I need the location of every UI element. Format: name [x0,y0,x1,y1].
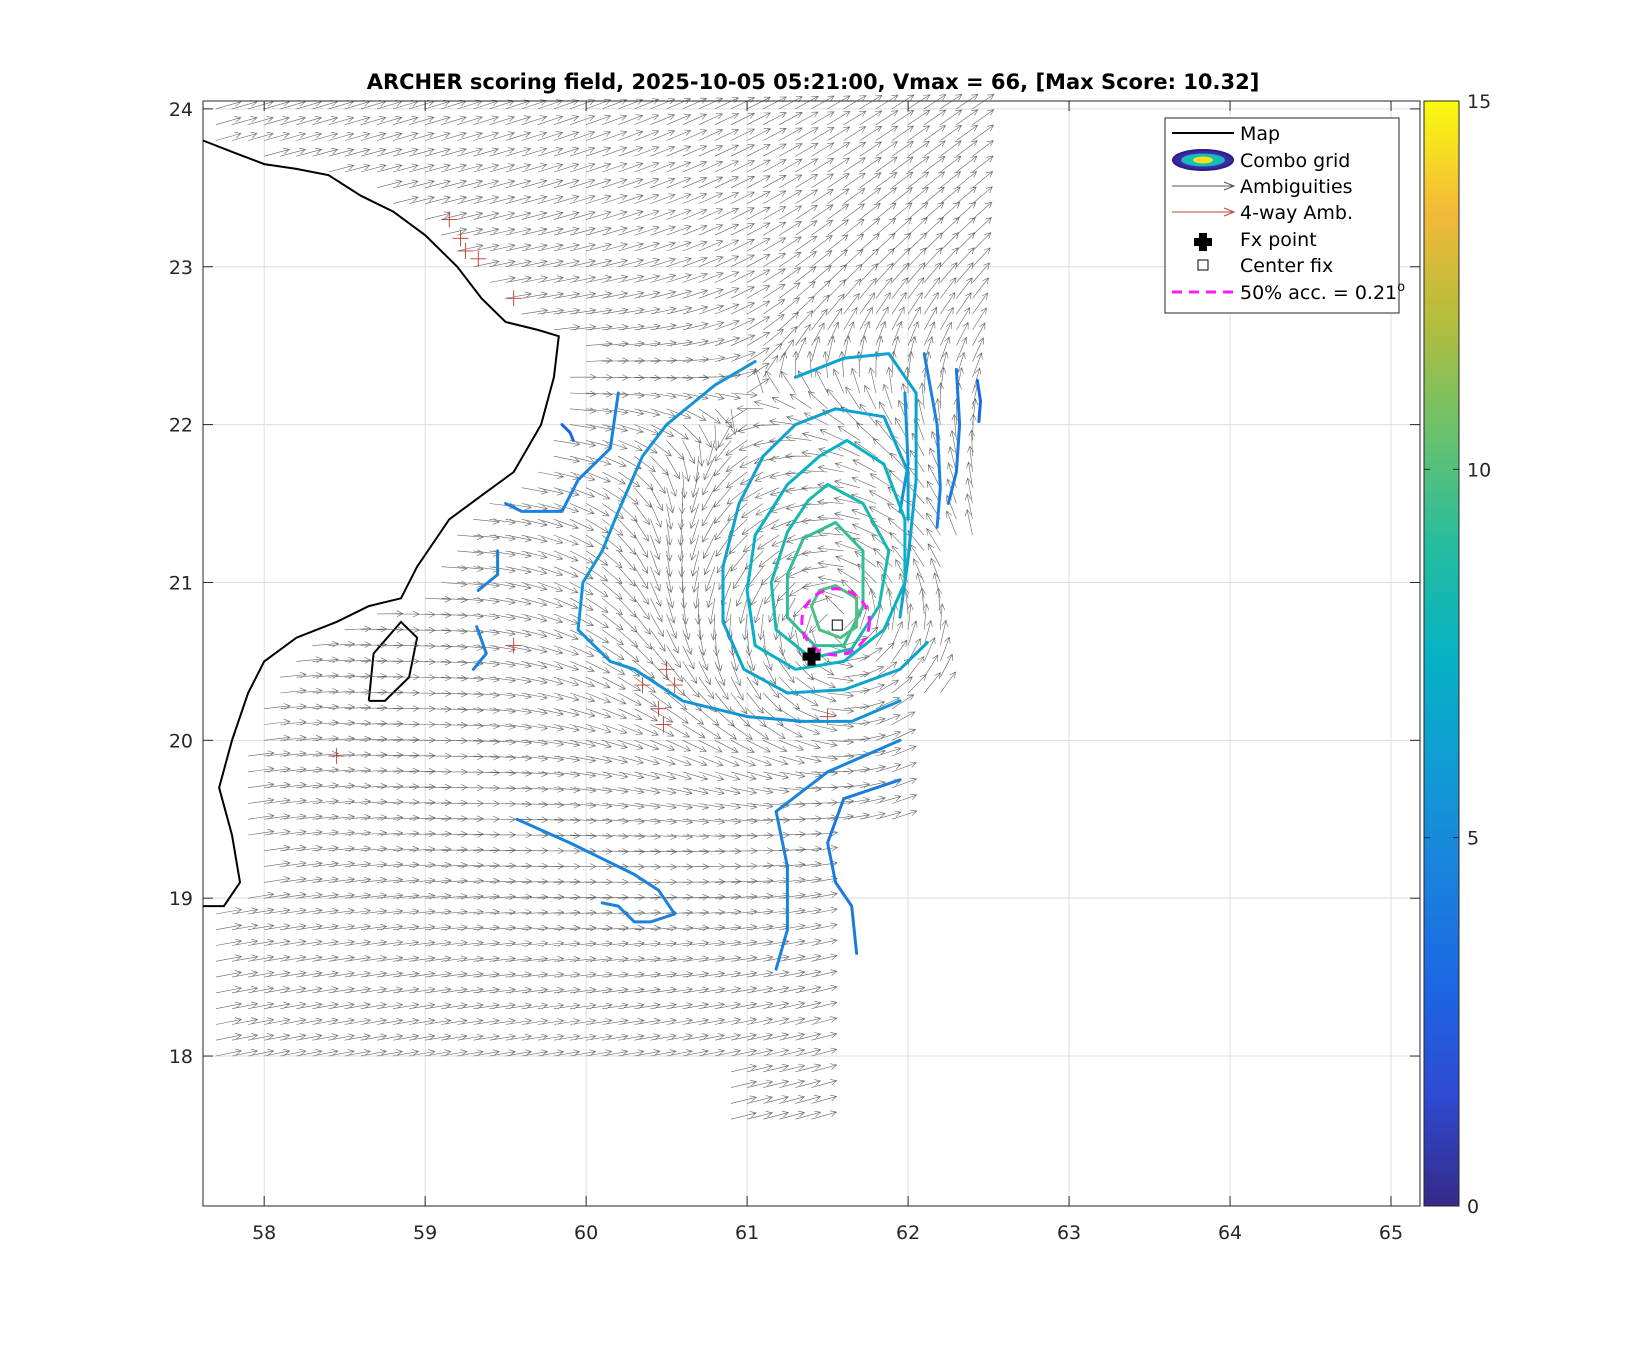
coastline [367,620,419,702]
four-way-ambiguity [650,700,667,717]
four-way-ambiguity [441,211,458,228]
fx-point-marker [802,647,821,666]
x-tick-label: 63 [1057,1222,1081,1244]
y-tick-label: 19 [169,888,193,910]
colorbar-ticks: 0 5 10 15 [1424,91,1491,1218]
legend: Map Combo grid Ambiguities 4-way Amb. Fx… [1164,117,1405,314]
score-contours [471,352,982,971]
score-contour [898,391,910,513]
score-contour [504,391,620,513]
four-way-ambiguity [634,677,651,694]
axes-frame [202,100,1421,1207]
four-way-ambiguity [452,230,469,247]
legend-fx-swatch [1194,233,1212,251]
legend-amb-swatch [1172,181,1236,191]
x-tick-label: 62 [896,1222,920,1244]
four-way-ambiguity [470,250,487,267]
legend-amb4-swatch [1172,207,1236,217]
y-tick-label: 24 [169,99,193,121]
fix-markers [800,587,871,666]
four-way-ambiguity [505,637,522,654]
x-tick-label: 59 [413,1222,437,1244]
four-way-ambiguity [658,661,675,678]
four-way-ambiguity [666,677,683,694]
axis-ticks: 58 59 60 61 62 63 64 65 18 19 20 21 22 23 24 [169,99,1420,1244]
y-tick-label: 23 [169,257,193,279]
score-contour [476,549,500,592]
chart-title: ARCHER scoring field, 2025-10-05 05:21:0… [367,70,1260,94]
x-tick-label: 64 [1218,1222,1242,1244]
legend-acc-label: 50% acc. = 0.21o [1240,280,1405,304]
center-fix-marker [831,619,843,631]
four-way-ambiguity [655,716,672,733]
legend-center-swatch [1197,259,1209,271]
legend-combo-swatch-inner [1193,156,1213,164]
x-tick-label: 60 [574,1222,598,1244]
four-way-ambiguity [457,242,474,259]
score-contour [774,738,902,971]
score-contour [826,778,902,955]
score-contour [785,521,865,648]
four-way-ambiguity [328,748,345,765]
y-tick-label: 20 [169,730,193,752]
legend-amb4-label: 4-way Amb. [1240,202,1353,224]
legend-combo-label: Combo grid [1240,150,1350,172]
colorbar-gradient [1423,100,1460,1207]
coastline [202,139,560,908]
score-contour [560,423,575,442]
score-contour [515,817,677,924]
score-contour [793,352,918,619]
ambiguity-arrows [215,93,995,1120]
colorbar-tick-label: 15 [1467,91,1491,113]
legend-center-label: Center fix [1240,255,1333,277]
y-tick-label: 22 [169,415,193,437]
y-tick-label: 18 [169,1046,193,1068]
score-contour [576,360,902,723]
colorbar-tick-label: 10 [1467,459,1491,481]
coastline-layer [202,139,560,908]
colorbar-tick-label: 0 [1467,1196,1479,1218]
score-contour [946,367,962,505]
x-tick-label: 65 [1379,1222,1403,1244]
score-contour [975,378,982,423]
score-contour [721,407,929,695]
x-tick-label: 58 [252,1222,276,1244]
x-tick-label: 61 [735,1222,759,1244]
legend-amb-label: Ambiguities [1240,176,1353,198]
score-contour [922,352,942,529]
score-contour [471,625,488,671]
colorbar-tick-label: 5 [1467,828,1479,850]
legend-fx-label: Fx point [1240,229,1317,251]
four-way-ambiguity [505,290,522,307]
accuracy-circle [800,587,871,657]
score-contour [745,438,907,671]
y-tick-label: 21 [169,572,193,594]
colorbar: 0 5 10 15 [1423,91,1491,1218]
ambiguity-vectors [215,93,995,1120]
legend-map-label: Map [1240,123,1280,145]
